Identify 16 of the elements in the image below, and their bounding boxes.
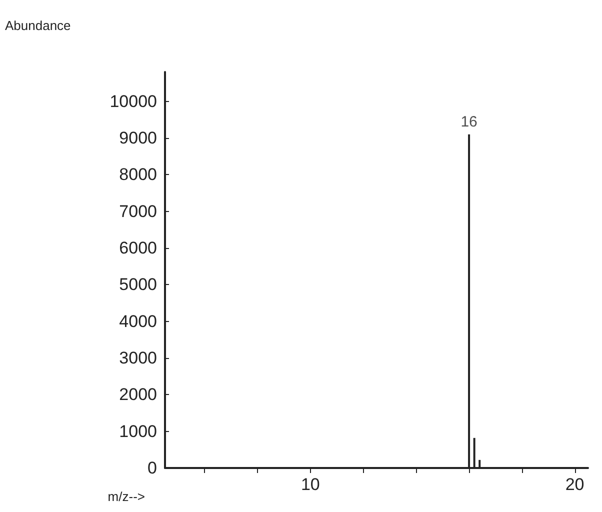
y-tick-label: 8000 xyxy=(119,165,157,184)
x-axis-title: m/z--> xyxy=(108,489,145,504)
y-tick-label: 10000 xyxy=(110,92,157,111)
y-tick-label: 0 xyxy=(148,458,157,478)
y-tick-label: 3000 xyxy=(119,348,157,368)
x-tick-label: 10 xyxy=(300,475,320,494)
y-tick-label: 6000 xyxy=(119,238,157,258)
y-tick-label: 4000 xyxy=(119,312,157,331)
y-tick-label: 5000 xyxy=(119,275,157,294)
x-tick-label: 20 xyxy=(565,475,584,494)
y-tick-label: 9000 xyxy=(119,128,157,148)
y-tick-label: 1000 xyxy=(119,422,157,441)
y-tick-label: 2000 xyxy=(119,385,157,404)
y-tick-label: 7000 xyxy=(119,202,157,221)
annotation: 16 xyxy=(460,113,478,130)
y-axis-title: Abundance xyxy=(5,18,71,33)
